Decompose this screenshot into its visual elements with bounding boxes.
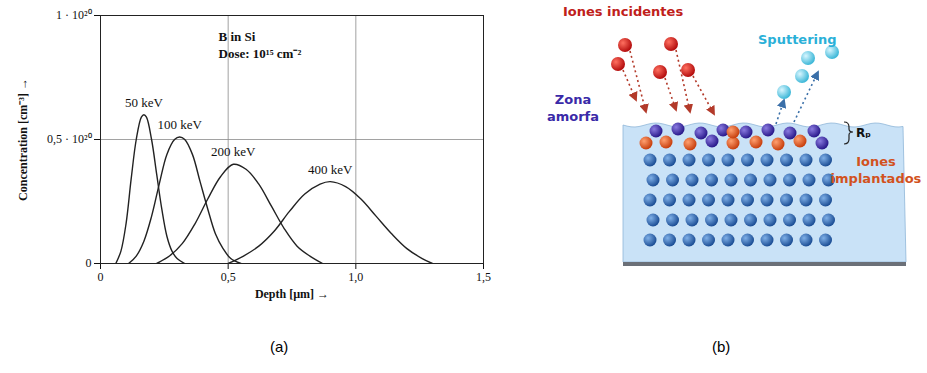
- svg-text:200 keV: 200 keV: [211, 144, 256, 159]
- svg-text:1 · 10²⁰: 1 · 10²⁰: [56, 8, 92, 22]
- svg-text:0,5 · 10²⁰: 0,5 · 10²⁰: [47, 132, 92, 146]
- svg-text:1,5: 1,5: [476, 270, 491, 284]
- svg-text:Iones incidentes: Iones incidentes: [563, 4, 683, 19]
- svg-text:B in Si: B in Si: [219, 29, 256, 44]
- svg-text:0,5: 0,5: [221, 270, 236, 284]
- svg-text:50 keV: 50 keV: [125, 95, 164, 110]
- html-text:(a): (a): [270, 338, 289, 355]
- svg-text:400 keV: 400 keV: [308, 162, 353, 177]
- svg-text:Depth [µm] →: Depth [µm] →: [255, 287, 329, 301]
- svg-text:0: 0: [98, 270, 104, 284]
- svg-text:100 keV: 100 keV: [157, 117, 202, 132]
- svg-text:Concentration [cm⁻³] →: Concentration [cm⁻³] →: [16, 78, 30, 201]
- svg-text:Sputtering: Sputtering: [758, 32, 837, 47]
- svg-text:Rₚ: Rₚ: [856, 126, 871, 140]
- html-text:(b): (b): [712, 338, 731, 355]
- svg-text:1,0: 1,0: [348, 270, 363, 284]
- svg-text:Dose: 10¹⁵ cm⁻²: Dose: 10¹⁵ cm⁻²: [219, 46, 302, 61]
- svg-text:0: 0: [86, 256, 92, 270]
- svg-text:Zonaamorfa: Zonaamorfa: [547, 92, 599, 124]
- svg-text:Ionesimplantados: Ionesimplantados: [831, 154, 922, 186]
